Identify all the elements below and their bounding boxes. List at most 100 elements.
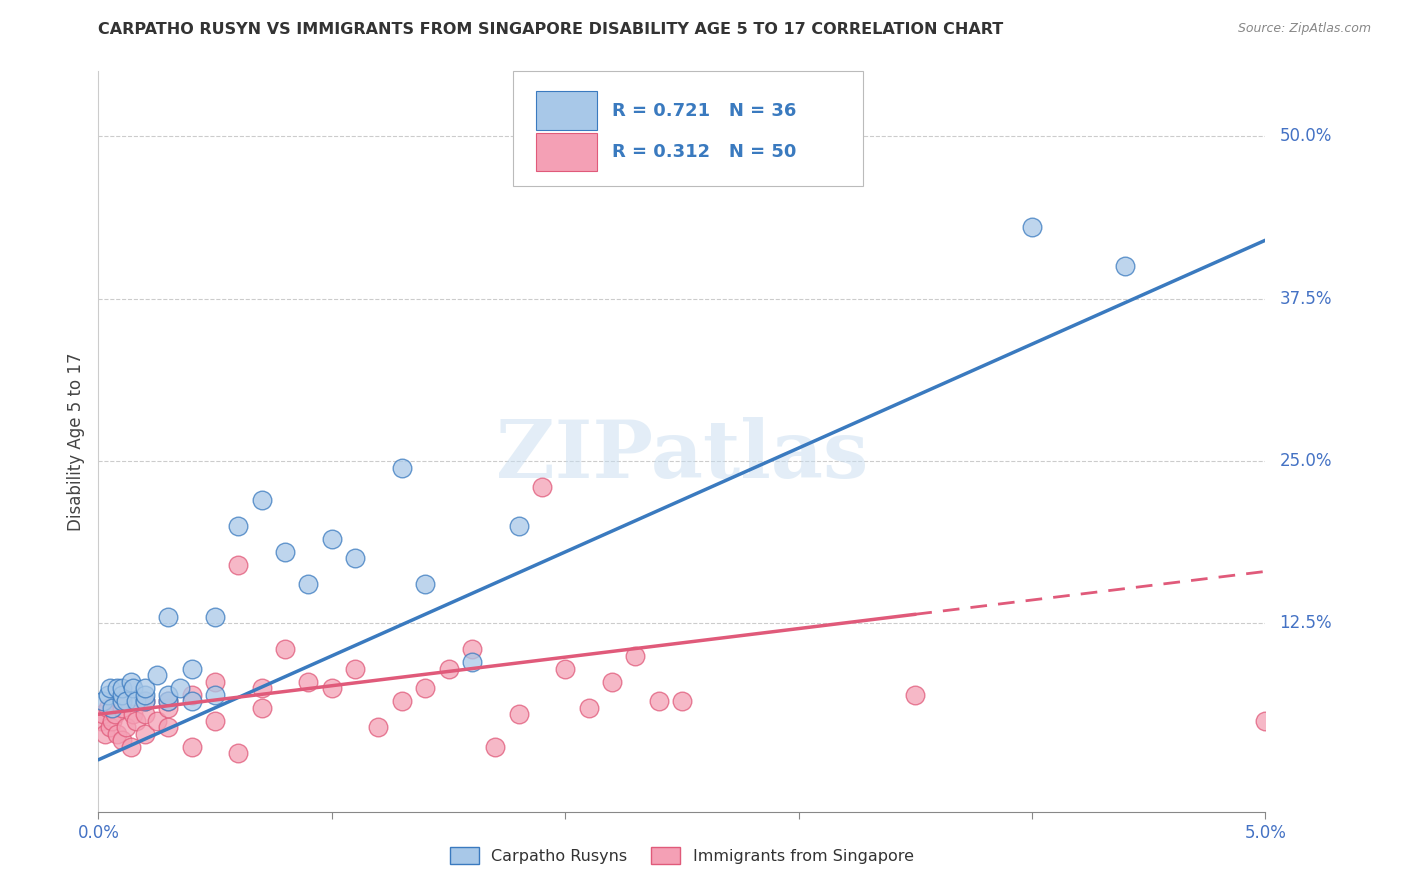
Point	[228, 519, 250, 533]
Point	[600, 674, 623, 689]
Legend: Carpatho Rusyns, Immigrants from Singapore: Carpatho Rusyns, Immigrants from Singapo…	[443, 841, 921, 871]
Point	[297, 577, 319, 591]
Point	[115, 720, 138, 734]
Point	[180, 694, 202, 708]
FancyBboxPatch shape	[536, 91, 596, 130]
FancyBboxPatch shape	[536, 133, 596, 171]
Point	[1114, 259, 1136, 273]
Point	[461, 656, 484, 670]
Point	[274, 545, 297, 559]
Point	[250, 701, 273, 715]
Point	[94, 727, 117, 741]
Y-axis label: Disability Age 5 to 17: Disability Age 5 to 17	[66, 352, 84, 531]
Point	[104, 707, 127, 722]
Point	[180, 688, 202, 702]
Point	[297, 674, 319, 689]
Point	[391, 460, 413, 475]
Text: 50.0%: 50.0%	[1279, 128, 1331, 145]
Text: 12.5%: 12.5%	[1279, 615, 1331, 632]
Point	[111, 733, 134, 747]
Point	[250, 681, 273, 696]
Point	[157, 701, 180, 715]
Point	[367, 720, 389, 734]
Point	[91, 707, 114, 722]
Point	[105, 727, 128, 741]
Point	[904, 688, 927, 702]
Point	[180, 662, 202, 676]
Point	[1021, 220, 1043, 235]
Point	[204, 674, 226, 689]
Point	[111, 694, 134, 708]
Point	[120, 739, 142, 754]
Point	[578, 701, 600, 715]
Point	[134, 707, 156, 722]
Point	[111, 681, 134, 696]
Point	[461, 642, 484, 657]
Point	[554, 662, 576, 676]
Point	[508, 707, 530, 722]
Point	[321, 532, 343, 546]
Point	[115, 694, 138, 708]
Point	[530, 480, 553, 494]
Point	[321, 681, 343, 696]
Point	[391, 694, 413, 708]
Point	[157, 610, 180, 624]
Point	[344, 662, 367, 676]
Point	[671, 694, 693, 708]
Point	[90, 714, 112, 728]
Point	[120, 674, 142, 689]
Point	[134, 694, 156, 708]
Point	[146, 668, 169, 682]
Text: 37.5%: 37.5%	[1279, 290, 1331, 308]
Point	[157, 694, 180, 708]
Text: 25.0%: 25.0%	[1279, 452, 1331, 470]
Point	[98, 681, 121, 696]
Point	[413, 681, 436, 696]
Point	[157, 694, 180, 708]
Point	[97, 701, 120, 715]
Point	[146, 714, 169, 728]
Point	[122, 681, 145, 696]
Point	[134, 681, 156, 696]
Point	[344, 551, 367, 566]
Text: Source: ZipAtlas.com: Source: ZipAtlas.com	[1237, 22, 1371, 36]
Point	[624, 648, 647, 663]
Point	[204, 714, 226, 728]
FancyBboxPatch shape	[513, 71, 863, 186]
Point	[157, 720, 180, 734]
Point	[647, 694, 669, 708]
Point	[125, 714, 148, 728]
Text: R = 0.312   N = 50: R = 0.312 N = 50	[612, 143, 796, 161]
Point	[180, 739, 202, 754]
Point	[134, 694, 156, 708]
Point	[1254, 714, 1277, 728]
Point	[122, 707, 145, 722]
Point	[437, 662, 460, 676]
Point	[250, 493, 273, 508]
Text: R = 0.721   N = 36: R = 0.721 N = 36	[612, 102, 796, 120]
Point	[274, 642, 297, 657]
Point	[204, 610, 226, 624]
Point	[134, 688, 156, 702]
Point	[508, 519, 530, 533]
Point	[97, 688, 120, 702]
Point	[413, 577, 436, 591]
Point	[111, 688, 134, 702]
Point	[228, 558, 250, 572]
Point	[228, 746, 250, 760]
Point	[484, 739, 506, 754]
Point	[125, 694, 148, 708]
Point	[134, 727, 156, 741]
Point	[101, 714, 124, 728]
Point	[169, 681, 191, 696]
Point	[98, 720, 121, 734]
Point	[111, 694, 134, 708]
Point	[105, 681, 128, 696]
Point	[111, 701, 134, 715]
Point	[101, 701, 124, 715]
Text: ZIPatlas: ZIPatlas	[496, 417, 868, 495]
Point	[204, 688, 226, 702]
Point	[157, 688, 180, 702]
Text: CARPATHO RUSYN VS IMMIGRANTS FROM SINGAPORE DISABILITY AGE 5 TO 17 CORRELATION C: CARPATHO RUSYN VS IMMIGRANTS FROM SINGAP…	[98, 22, 1004, 37]
Point	[91, 694, 114, 708]
